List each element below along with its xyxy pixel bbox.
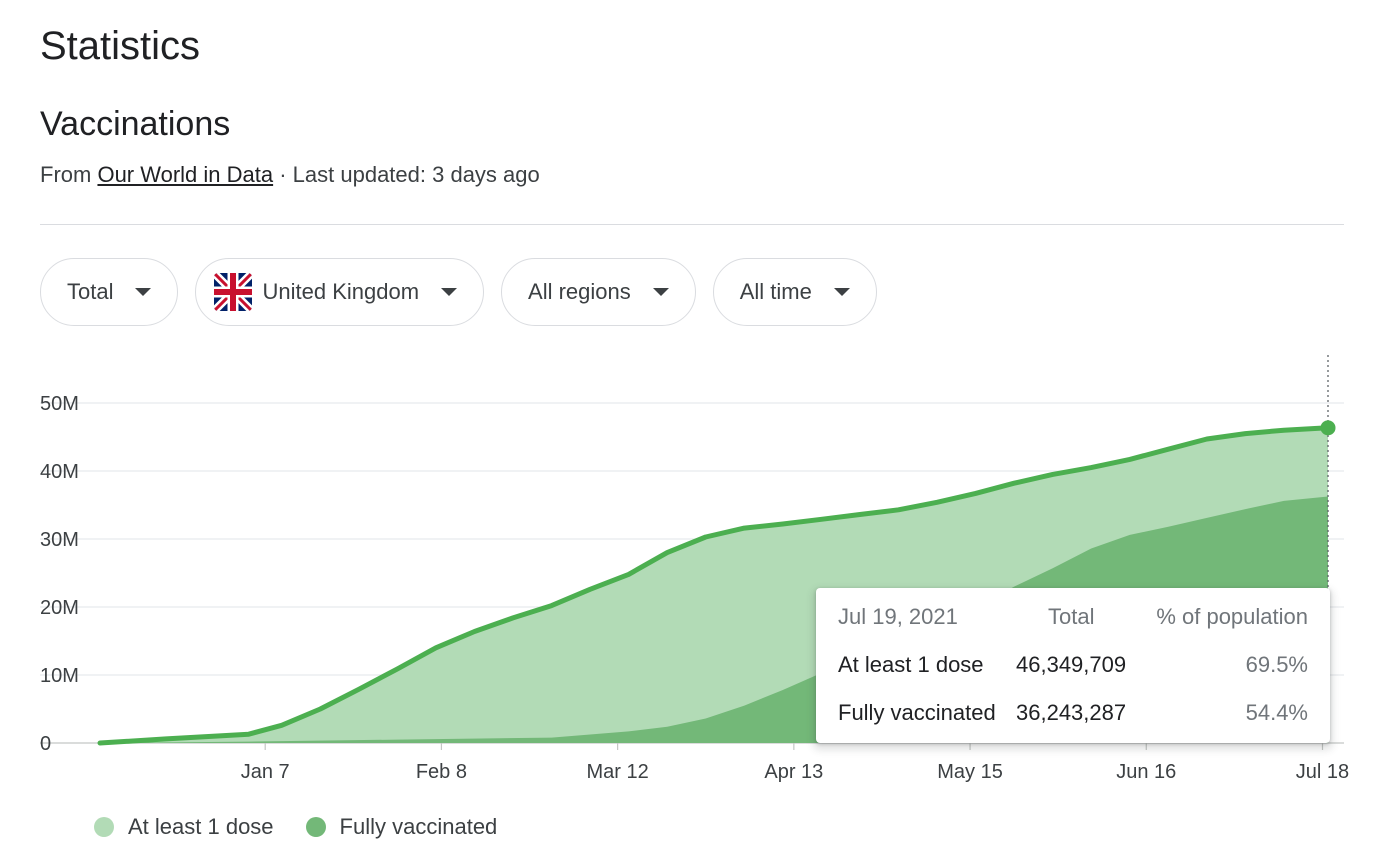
y-tick-label: 10M bbox=[40, 665, 79, 687]
tooltip-row: Fully vaccinated 36,243,287 54.4% bbox=[816, 700, 1330, 730]
legend-item-full[interactable]: Fully vaccinated bbox=[305, 814, 498, 840]
last-updated: · Last updated: 3 days ago bbox=[279, 162, 540, 187]
tooltip-row-total: 36,243,287 bbox=[1016, 700, 1127, 725]
chart-legend: At least 1 dose Fully vaccinated bbox=[94, 814, 497, 840]
y-tick-label: 0 bbox=[40, 733, 51, 755]
legend-label: Fully vaccinated bbox=[339, 814, 498, 839]
uk-flag-icon bbox=[214, 273, 253, 311]
x-tick-label: Feb 8 bbox=[416, 761, 467, 783]
metric-dropdown-label: Total bbox=[67, 279, 114, 304]
tooltip-row-label: Fully vaccinated bbox=[838, 700, 996, 725]
time-range-dropdown[interactable]: All time bbox=[712, 258, 877, 326]
caret-down-icon bbox=[135, 288, 152, 296]
tooltip-row: At least 1 dose 46,349,709 69.5% bbox=[816, 652, 1330, 682]
section-title: Vaccinations bbox=[40, 105, 231, 143]
y-tick-label: 20M bbox=[40, 597, 79, 619]
caret-down-icon bbox=[441, 288, 458, 296]
series-line-dose1 bbox=[97, 425, 1331, 746]
source-prefix: From bbox=[40, 162, 92, 187]
x-tick-label: May 15 bbox=[937, 761, 1003, 783]
tooltip-row-label: At least 1 dose bbox=[838, 652, 984, 677]
x-tick-label: Jul 18 bbox=[1296, 761, 1349, 783]
legend-label: At least 1 dose bbox=[128, 814, 274, 839]
divider bbox=[40, 224, 1344, 225]
region-dropdown-label: All regions bbox=[528, 279, 631, 304]
country-dropdown-label: United Kingdom bbox=[262, 279, 420, 304]
tooltip-date: Jul 19, 2021 bbox=[838, 604, 958, 629]
x-tick-label: Mar 12 bbox=[587, 761, 649, 783]
legend-dot-icon bbox=[94, 817, 114, 837]
x-tick-label: Jan 7 bbox=[241, 761, 290, 783]
tooltip-header: Jul 19, 2021 Total % of population bbox=[816, 604, 1330, 634]
chart-tooltip: Jul 19, 2021 Total % of population At le… bbox=[816, 588, 1330, 743]
filter-chips: Total United Kingdom All regions All tim… bbox=[40, 258, 877, 326]
source-link[interactable]: Our World in Data bbox=[97, 162, 274, 187]
tooltip-row-pct: 69.5% bbox=[1245, 652, 1308, 677]
y-tick-label: 50M bbox=[40, 393, 79, 415]
x-tick-label: Apr 13 bbox=[764, 761, 823, 783]
hover-point bbox=[1320, 420, 1336, 436]
metric-dropdown[interactable]: Total bbox=[40, 258, 179, 326]
page-title: Statistics bbox=[40, 24, 201, 68]
caret-down-icon bbox=[833, 288, 850, 296]
tooltip-row-total: 46,349,709 bbox=[1016, 652, 1127, 677]
caret-down-icon bbox=[652, 288, 669, 296]
time-range-dropdown-label: All time bbox=[739, 279, 812, 304]
region-dropdown[interactable]: All regions bbox=[501, 258, 696, 326]
tooltip-col-pct: % of population bbox=[1156, 604, 1308, 629]
legend-item-dose1[interactable]: At least 1 dose bbox=[94, 814, 274, 840]
source-line: From Our World in Data · Last updated: 3… bbox=[40, 162, 540, 188]
x-tick-label: Jun 16 bbox=[1116, 761, 1176, 783]
country-dropdown[interactable]: United Kingdom bbox=[195, 258, 485, 326]
tooltip-col-total: Total bbox=[1048, 604, 1095, 629]
y-tick-label: 30M bbox=[40, 529, 79, 551]
y-tick-label: 40M bbox=[40, 461, 79, 483]
tooltip-row-pct: 54.4% bbox=[1245, 700, 1308, 725]
legend-dot-icon bbox=[305, 817, 326, 837]
